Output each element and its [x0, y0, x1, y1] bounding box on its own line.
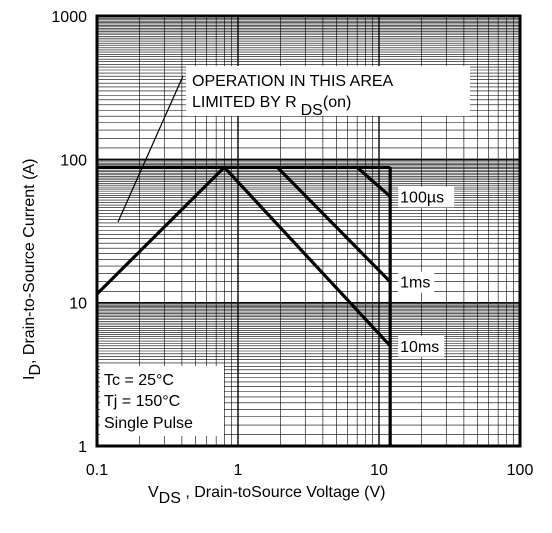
annotation-sub: DS: [301, 102, 323, 119]
plot-frame: [95, 14, 522, 448]
x-axis-text: , Drain-toSource Voltage (V): [181, 484, 386, 501]
x-tick-label: 100: [507, 462, 534, 479]
y-axis-subscript: D: [27, 364, 44, 376]
x-axis-symbol: V: [148, 484, 159, 501]
annotation-main: LIMITED BY R: [192, 94, 297, 111]
series-label-1: 1ms: [400, 275, 430, 292]
x-tick-label: 0.1: [86, 462, 108, 479]
y-tick-label: 1000: [51, 9, 87, 26]
annotation-line-2: LIMITED BY R DS(on): [192, 94, 351, 119]
conditions-bg: [100, 366, 224, 436]
series-labels: 100µs 1ms 10ms: [398, 186, 455, 357]
condition-tj: Tj = 150°C: [104, 393, 180, 410]
series-layer: [95, 165, 392, 446]
x-tick-label: 1: [234, 462, 243, 479]
x-axis-subscript: DS: [159, 490, 181, 507]
series-label-bg: [398, 186, 455, 208]
series-line-1: [276, 166, 392, 283]
y-tick-labels: 1 10 100 1000: [51, 9, 87, 456]
condition-tc: Tc = 25°C: [104, 372, 174, 389]
condition-pulse: Single Pulse: [104, 415, 193, 432]
y-tick-label: 100: [60, 152, 87, 169]
series-label-2: 10ms: [400, 339, 439, 356]
annotation-tail: (on): [323, 94, 351, 111]
y-axis-text: , Drain-to-Source Current (A): [21, 159, 38, 364]
series-line-2: [95, 165, 392, 347]
annotation-bg: [186, 66, 470, 116]
annotation-leader: [117, 75, 184, 223]
x-axis-title: VDS , Drain-toSource Voltage (V): [148, 484, 385, 507]
x-tick-labels: 0.1 1 10 100: [86, 462, 534, 479]
series-label-bg: [398, 335, 445, 357]
y-axis-symbol: I: [21, 376, 38, 380]
y-axis-title: ID, Drain-to-Source Current (A): [21, 159, 44, 380]
annotation-line-1: OPERATION IN THIS AREA: [192, 73, 394, 90]
series-label-0: 100µs: [400, 190, 444, 207]
x-tick-label: 10: [370, 462, 388, 479]
y-tick-label: 1: [78, 439, 87, 456]
annotation-box: OPERATION IN THIS AREA LIMITED BY R DS(on…: [117, 66, 470, 223]
series-label-bg: [398, 271, 435, 293]
series-line-0: [356, 166, 392, 198]
conditions-box: Tc = 25°C Tj = 150°C Single Pulse: [100, 366, 224, 436]
y-tick-label: 10: [69, 296, 87, 313]
